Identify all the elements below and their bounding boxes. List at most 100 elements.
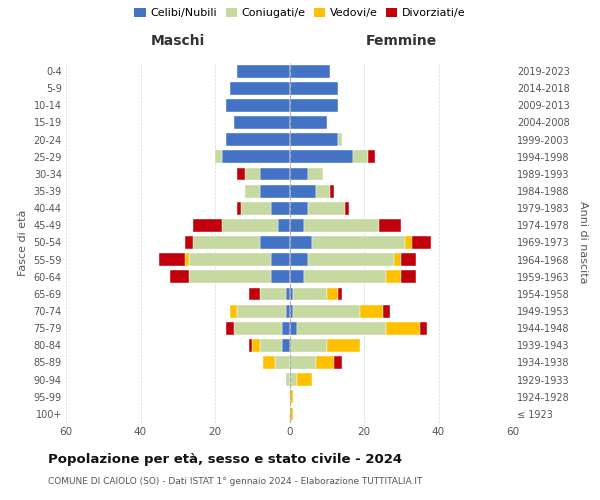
- Bar: [185, 253, 189, 266]
- Bar: [290, 270, 304, 283]
- Bar: [290, 99, 338, 112]
- Bar: [353, 150, 368, 163]
- Bar: [215, 150, 223, 163]
- Bar: [252, 339, 260, 352]
- Bar: [230, 304, 238, 318]
- Text: COMUNE DI CAIOLO (SO) - Dati ISTAT 1° gennaio 2024 - Elaborazione TUTTITALIA.IT: COMUNE DI CAIOLO (SO) - Dati ISTAT 1° ge…: [48, 478, 422, 486]
- Bar: [290, 408, 293, 420]
- Bar: [159, 253, 185, 266]
- Bar: [308, 253, 394, 266]
- Bar: [338, 288, 341, 300]
- Bar: [394, 253, 401, 266]
- Bar: [290, 202, 308, 214]
- Text: Femmine: Femmine: [365, 34, 437, 48]
- Bar: [193, 236, 260, 249]
- Bar: [290, 168, 308, 180]
- Bar: [312, 236, 405, 249]
- Bar: [304, 270, 386, 283]
- Bar: [245, 168, 260, 180]
- Y-axis label: Fasce di età: Fasce di età: [18, 210, 28, 276]
- Bar: [368, 150, 375, 163]
- Bar: [293, 304, 360, 318]
- Bar: [286, 304, 290, 318]
- Bar: [241, 202, 271, 214]
- Bar: [290, 356, 316, 369]
- Bar: [360, 304, 383, 318]
- Bar: [189, 253, 271, 266]
- Bar: [233, 322, 282, 334]
- Bar: [230, 82, 290, 94]
- Bar: [290, 150, 353, 163]
- Bar: [386, 322, 420, 334]
- Bar: [189, 270, 271, 283]
- Bar: [185, 236, 193, 249]
- Bar: [271, 202, 290, 214]
- Bar: [346, 202, 349, 214]
- Bar: [293, 288, 327, 300]
- Bar: [386, 270, 401, 283]
- Bar: [238, 64, 290, 78]
- Bar: [260, 339, 282, 352]
- Bar: [316, 356, 334, 369]
- Bar: [290, 322, 297, 334]
- Bar: [275, 356, 290, 369]
- Bar: [290, 339, 327, 352]
- Bar: [290, 133, 338, 146]
- Bar: [260, 236, 290, 249]
- Bar: [327, 339, 360, 352]
- Bar: [238, 168, 245, 180]
- Bar: [286, 373, 290, 386]
- Bar: [245, 184, 260, 198]
- Y-axis label: Anni di nascita: Anni di nascita: [578, 201, 589, 284]
- Bar: [338, 133, 341, 146]
- Bar: [226, 322, 233, 334]
- Bar: [420, 322, 427, 334]
- Bar: [282, 339, 290, 352]
- Bar: [226, 133, 290, 146]
- Bar: [297, 322, 386, 334]
- Bar: [304, 219, 379, 232]
- Bar: [278, 219, 290, 232]
- Bar: [401, 270, 416, 283]
- Bar: [401, 253, 416, 266]
- Bar: [271, 253, 290, 266]
- Bar: [271, 270, 290, 283]
- Bar: [263, 356, 275, 369]
- Legend: Celibi/Nubili, Coniugati/e, Vedovi/e, Divorziati/e: Celibi/Nubili, Coniugati/e, Vedovi/e, Di…: [132, 6, 468, 20]
- Bar: [170, 270, 189, 283]
- Bar: [193, 219, 223, 232]
- Bar: [290, 304, 293, 318]
- Bar: [260, 168, 290, 180]
- Bar: [383, 304, 390, 318]
- Bar: [290, 219, 304, 232]
- Bar: [290, 116, 327, 129]
- Bar: [290, 288, 293, 300]
- Bar: [290, 390, 293, 403]
- Bar: [286, 288, 290, 300]
- Bar: [223, 219, 278, 232]
- Bar: [379, 219, 401, 232]
- Bar: [238, 202, 241, 214]
- Bar: [405, 236, 412, 249]
- Bar: [412, 236, 431, 249]
- Bar: [248, 339, 252, 352]
- Bar: [238, 304, 286, 318]
- Bar: [290, 236, 312, 249]
- Bar: [308, 202, 346, 214]
- Bar: [297, 373, 312, 386]
- Bar: [226, 99, 290, 112]
- Bar: [331, 184, 334, 198]
- Bar: [316, 184, 331, 198]
- Bar: [327, 288, 338, 300]
- Bar: [233, 116, 290, 129]
- Bar: [334, 356, 341, 369]
- Bar: [290, 64, 331, 78]
- Text: Maschi: Maschi: [151, 34, 205, 48]
- Bar: [308, 168, 323, 180]
- Bar: [290, 82, 338, 94]
- Bar: [290, 184, 316, 198]
- Bar: [290, 373, 297, 386]
- Bar: [248, 288, 260, 300]
- Bar: [260, 184, 290, 198]
- Bar: [223, 150, 290, 163]
